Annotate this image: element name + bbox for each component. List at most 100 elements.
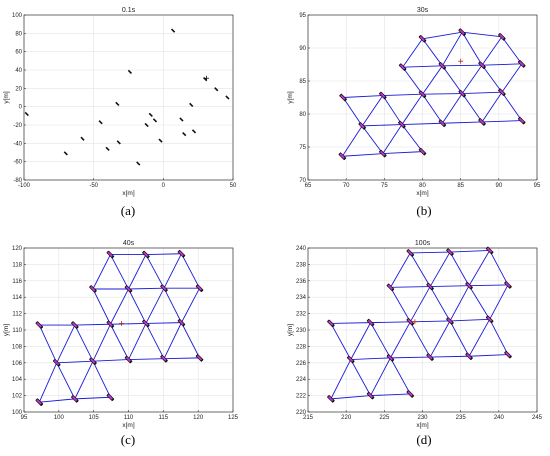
y-tick-label: 85 [299, 79, 306, 85]
formation-link [422, 65, 443, 95]
formation-link [343, 95, 383, 98]
agent-marker [418, 90, 427, 98]
x-tick-label: 245 [532, 415, 543, 421]
agent-body [80, 136, 85, 141]
y-tick-label: 226 [296, 361, 307, 367]
x-axis-label: x[m] [416, 190, 428, 197]
formation-link [429, 320, 451, 358]
agent-marker [170, 28, 176, 33]
x-tick-label: -50 [89, 183, 98, 189]
formation-link [74, 360, 94, 400]
formation-link [409, 286, 431, 323]
agent-stripe [367, 319, 374, 326]
x-tick-label: 225 [379, 415, 390, 421]
x-tick-label: 65 [305, 183, 312, 189]
formation-link [92, 254, 111, 290]
formation-link [501, 36, 523, 65]
y-tick-label: 234 [296, 295, 307, 301]
formation-link [449, 250, 490, 253]
panel-caption: (c) [121, 432, 135, 447]
x-tick-label: 220 [341, 415, 352, 421]
agent-marker [136, 161, 141, 166]
agent-marker [191, 129, 197, 134]
agent-marker [465, 281, 473, 290]
agent-marker [124, 285, 133, 293]
x-tick-label: 230 [417, 415, 428, 421]
formation-link [462, 31, 502, 38]
formation-link [468, 319, 491, 357]
formation-link [382, 151, 423, 155]
agent-stripe [486, 316, 493, 322]
formation-link [481, 36, 503, 66]
formation-link [382, 95, 403, 125]
agent-marker [203, 77, 208, 82]
formation-link [461, 64, 483, 94]
agent-stripe [125, 286, 131, 292]
y-tick-label: 20 [15, 86, 22, 92]
agent-body [158, 138, 163, 143]
agent-stripe [90, 286, 96, 292]
agent-marker [379, 91, 387, 100]
agent-marker [35, 398, 44, 406]
y-tick-label: 60 [15, 50, 22, 56]
agent-stripe [427, 283, 433, 290]
formation-link [390, 321, 411, 359]
agent-marker [160, 284, 168, 292]
agent-stripe [90, 358, 96, 364]
formation-link [74, 396, 111, 400]
agent-marker [189, 102, 194, 107]
agent-marker [195, 354, 204, 362]
agent-stripe [439, 62, 445, 69]
x-tick-label: 95 [21, 415, 28, 421]
formation-link [145, 253, 182, 256]
agent-marker [478, 61, 486, 69]
agent-stripe [459, 90, 465, 97]
plot-area [24, 15, 233, 180]
agent-marker [517, 116, 526, 125]
x-tick-label: 235 [456, 415, 467, 421]
agent-body [116, 140, 121, 145]
formation-link [390, 252, 411, 288]
formation-link [409, 252, 431, 287]
agent-marker [339, 93, 347, 102]
panel-c: 95 100 105 110 115 120 12510010210410610811011… [3, 240, 239, 447]
agent-body [152, 118, 158, 123]
formation-link [382, 93, 423, 96]
formation-link [342, 153, 383, 157]
x-tick-label: 0 [162, 183, 166, 189]
agent-stripe [107, 321, 113, 327]
formation-link [128, 288, 147, 324]
formation-link [341, 125, 363, 157]
agent-marker [89, 285, 97, 293]
agent-body [127, 69, 133, 74]
agent-marker [366, 318, 375, 327]
formation-link [342, 97, 363, 127]
x-tick-label: 115 [159, 415, 169, 421]
agent-marker [426, 353, 434, 361]
agent-marker [327, 395, 335, 403]
agent-stripe [479, 62, 485, 68]
formation-link [482, 63, 522, 66]
agent-body [189, 102, 194, 107]
formation-link [74, 324, 94, 362]
agent-marker [35, 321, 44, 329]
agent-marker [338, 152, 347, 161]
agent-stripe [447, 318, 453, 324]
x-tick-label: 85 [457, 183, 464, 189]
formation-link [390, 357, 411, 395]
formation-link [402, 66, 423, 95]
agent-marker [398, 120, 406, 129]
y-tick-label: 240 [296, 246, 307, 252]
agent-marker [517, 60, 526, 68]
y-tick-label: 114 [12, 295, 22, 301]
formation-link [370, 322, 391, 359]
x-tick-label: -100 [18, 183, 31, 189]
agent-marker [406, 318, 415, 326]
formation-link [181, 253, 200, 289]
agent-stripe [178, 250, 184, 257]
y-axis-label: y[m] [287, 324, 294, 336]
y-tick-label: 220 [296, 410, 307, 416]
agent-marker [485, 246, 494, 255]
y-tick-label: 95 [299, 13, 306, 19]
agent-marker [144, 122, 149, 128]
